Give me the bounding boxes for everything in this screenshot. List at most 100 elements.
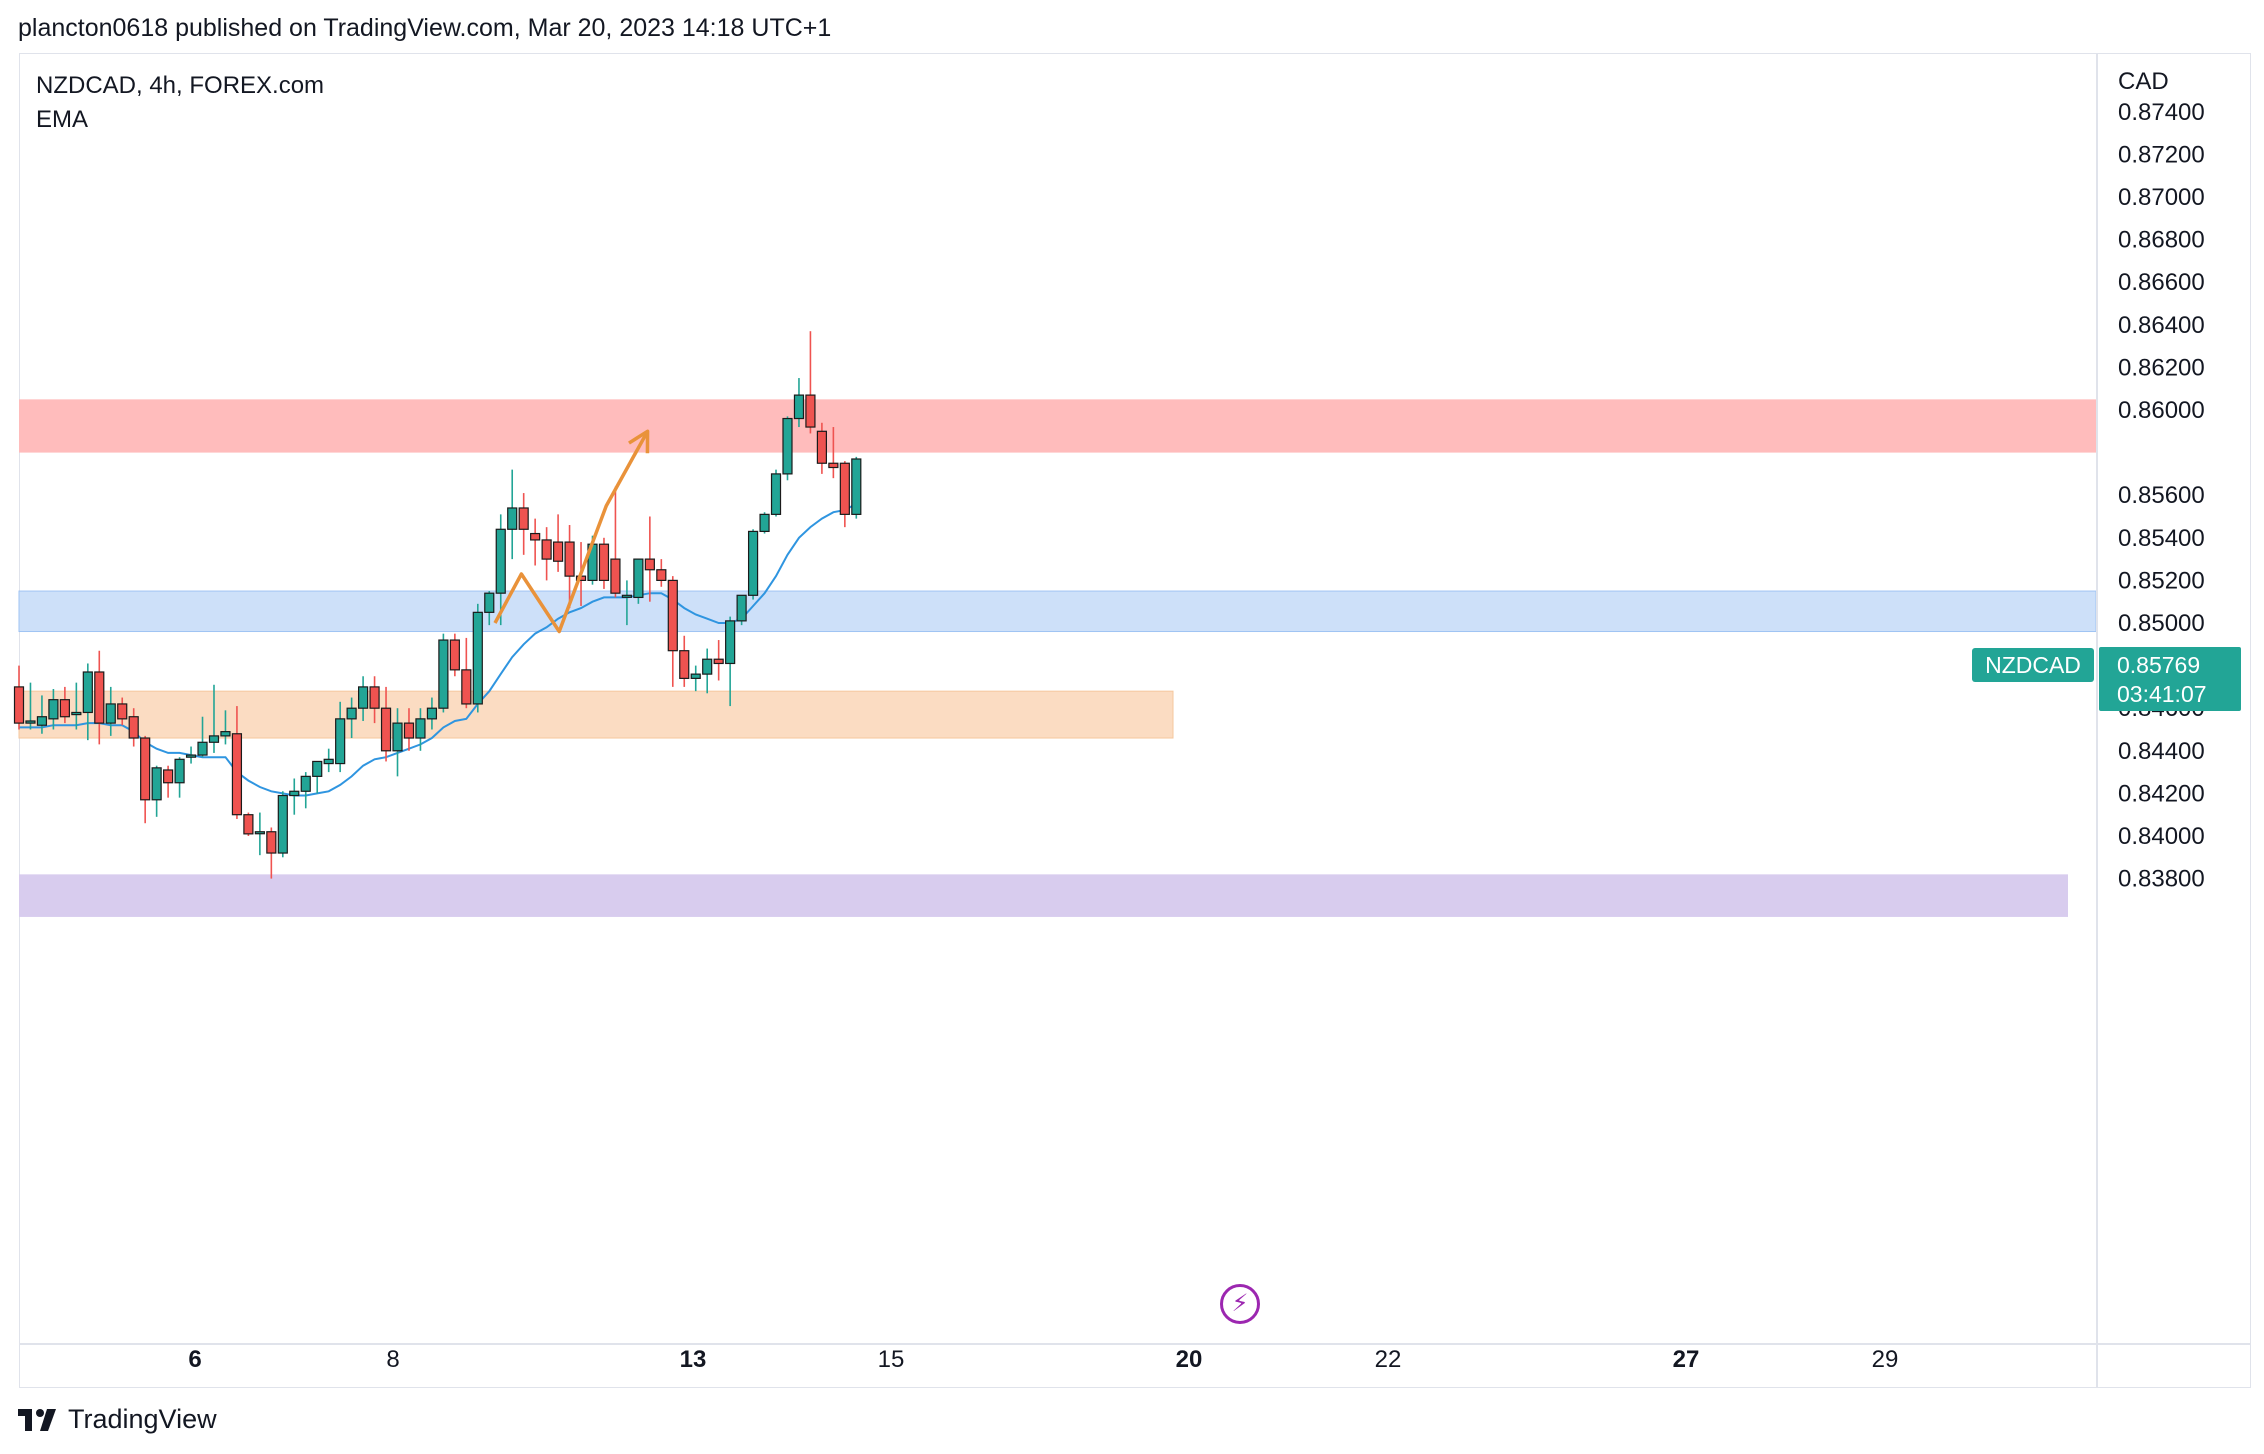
candle-body bbox=[335, 718, 346, 765]
candle-body bbox=[105, 703, 116, 724]
candle-body bbox=[163, 769, 174, 784]
time-label: 27 bbox=[1673, 1346, 1700, 1373]
time-label: 22 bbox=[1375, 1346, 1402, 1373]
candle-body bbox=[59, 699, 70, 718]
candle-body bbox=[495, 528, 506, 594]
candle bbox=[312, 760, 323, 794]
candle bbox=[564, 525, 575, 609]
candle-body bbox=[461, 669, 472, 705]
price-label: 0.86200 bbox=[2118, 354, 2205, 381]
candle bbox=[59, 686, 70, 724]
price-label: 0.83800 bbox=[2118, 866, 2205, 893]
current-price-tag: 0.85769 03:41:07 bbox=[2099, 647, 2241, 711]
candle bbox=[197, 716, 208, 758]
candle-body bbox=[140, 737, 151, 801]
candle bbox=[25, 682, 36, 730]
candle bbox=[793, 378, 805, 428]
time-label: 20 bbox=[1176, 1346, 1203, 1373]
candle bbox=[185, 746, 197, 764]
candle bbox=[713, 640, 724, 681]
candle-body bbox=[48, 699, 59, 720]
candle bbox=[541, 527, 552, 581]
candle-body bbox=[702, 658, 713, 675]
candle-body bbox=[300, 775, 311, 792]
candle-body bbox=[438, 639, 449, 709]
candle bbox=[702, 648, 713, 694]
candle-body bbox=[759, 513, 770, 533]
bar-countdown: 03:41:07 bbox=[2117, 681, 2207, 707]
candle-body bbox=[426, 707, 438, 720]
legend-symbol[interactable]: NZDCAD, 4h, FOREX.com bbox=[36, 72, 325, 99]
candle bbox=[816, 422, 828, 474]
candle bbox=[667, 576, 678, 687]
lightning-icon[interactable]: ⚡ bbox=[1220, 1284, 1260, 1324]
candle-body bbox=[25, 720, 36, 724]
candle-body bbox=[541, 539, 552, 560]
zone-resistance bbox=[19, 399, 2096, 453]
candle-body bbox=[151, 767, 162, 801]
candle-body bbox=[679, 650, 690, 679]
candle bbox=[94, 650, 105, 745]
candle bbox=[105, 686, 116, 736]
candle bbox=[346, 697, 357, 739]
candle-body bbox=[690, 673, 701, 679]
candle bbox=[839, 461, 850, 528]
price-label: 0.87400 bbox=[2118, 99, 2205, 126]
price-label: 0.84400 bbox=[2118, 738, 2205, 765]
candle bbox=[174, 757, 185, 798]
candle-body bbox=[128, 716, 139, 739]
candle-body bbox=[346, 707, 357, 720]
price-label: 0.87000 bbox=[2118, 184, 2205, 211]
candle bbox=[243, 812, 254, 836]
candle-body bbox=[277, 794, 288, 854]
candle bbox=[335, 701, 346, 773]
price-label: 0.84200 bbox=[2118, 780, 2205, 807]
price-axis-currency[interactable]: CAD bbox=[2118, 68, 2169, 95]
candle bbox=[369, 676, 380, 724]
candle-body bbox=[552, 541, 564, 562]
candle bbox=[644, 516, 655, 602]
candle-body bbox=[484, 592, 495, 613]
candle-body bbox=[530, 532, 541, 541]
candle bbox=[151, 765, 162, 817]
price-label: 0.86800 bbox=[2118, 227, 2205, 254]
candle bbox=[495, 514, 506, 626]
candle-body bbox=[805, 394, 816, 428]
candle-body bbox=[839, 462, 850, 515]
candle bbox=[71, 682, 82, 730]
candle-body bbox=[564, 541, 575, 577]
candle-body bbox=[36, 716, 48, 726]
legend-indicator[interactable]: EMA bbox=[36, 106, 89, 133]
candle-body bbox=[197, 741, 208, 756]
candle-body bbox=[518, 507, 529, 530]
candle-body bbox=[289, 790, 300, 797]
candle bbox=[610, 486, 621, 598]
candle bbox=[277, 791, 288, 858]
candle bbox=[438, 633, 449, 713]
price-axis-labels: 0.87400 0.87200 0.87000 0.86800 0.86600 0.864… bbox=[2118, 99, 2205, 893]
candle-body bbox=[610, 558, 621, 594]
time-label: 13 bbox=[680, 1346, 707, 1373]
price-label: 0.85200 bbox=[2118, 567, 2205, 594]
candle-body bbox=[472, 611, 483, 705]
candle bbox=[747, 529, 759, 600]
candle bbox=[403, 708, 415, 751]
time-axis-labels: 6 8 13 15 20 22 27 29 bbox=[188, 1346, 1898, 1373]
candle bbox=[231, 706, 243, 819]
candle-body bbox=[656, 569, 667, 581]
candle-body bbox=[598, 543, 610, 582]
candle-body bbox=[633, 558, 644, 599]
candle bbox=[117, 697, 128, 726]
candle bbox=[552, 514, 564, 572]
candle-body bbox=[415, 718, 426, 739]
drawing-layer bbox=[493, 429, 650, 634]
candle bbox=[484, 591, 495, 626]
candle bbox=[323, 748, 334, 773]
footer-logo[interactable]: TradingView bbox=[18, 1404, 217, 1435]
candle-body bbox=[770, 473, 782, 515]
price-label: 0.85400 bbox=[2118, 525, 2205, 552]
candle bbox=[208, 684, 220, 753]
candle bbox=[851, 456, 862, 519]
candle bbox=[828, 427, 839, 479]
